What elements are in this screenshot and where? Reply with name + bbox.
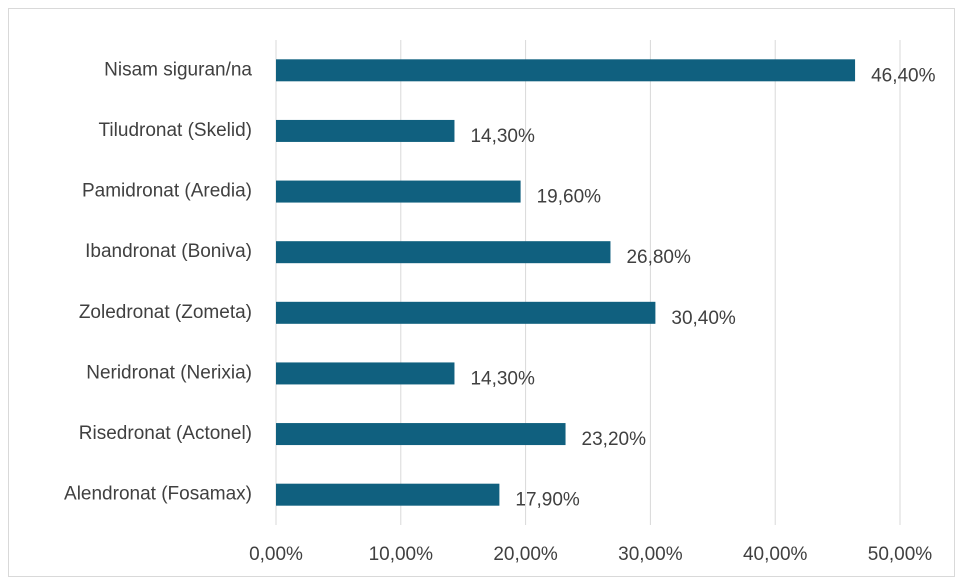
bar xyxy=(276,241,611,264)
value-label: 23,20% xyxy=(582,429,647,450)
x-tick-label: 20,00% xyxy=(493,544,558,565)
bar xyxy=(276,301,656,324)
y-tick-label: Ibandronat (Boniva) xyxy=(85,241,252,262)
chart-frame xyxy=(8,8,955,577)
x-tick-label: 40,00% xyxy=(743,544,808,565)
bar xyxy=(276,59,856,82)
value-label: 26,80% xyxy=(626,247,691,268)
y-tick-label: Neridronat (Nerixia) xyxy=(86,362,252,383)
value-label: 19,60% xyxy=(537,187,602,208)
x-tick-label: 0,00% xyxy=(249,544,303,565)
x-tick-label: 10,00% xyxy=(369,544,434,565)
x-tick-label: 30,00% xyxy=(618,544,683,565)
y-tick-label: Zoledronat (Zometa) xyxy=(79,302,252,323)
bar xyxy=(276,423,566,446)
x-tick-label: 50,00% xyxy=(868,544,933,565)
value-label: 14,30% xyxy=(470,126,535,147)
value-label: 14,30% xyxy=(470,368,535,389)
y-tick-label: Tiludronat (Skelid) xyxy=(99,120,252,141)
y-tick-label: Pamidronat (Aredia) xyxy=(82,181,252,202)
y-tick-label: Nisam siguran/na xyxy=(104,59,252,80)
value-label: 30,40% xyxy=(671,308,736,329)
y-tick-label: Alendronat (Fosamax) xyxy=(64,484,252,505)
bar xyxy=(276,362,455,385)
bar xyxy=(276,119,455,142)
bar xyxy=(276,483,500,506)
value-label: 17,90% xyxy=(515,490,580,511)
bar xyxy=(276,180,521,203)
value-label: 46,40% xyxy=(871,65,936,86)
y-tick-label: Risedronat (Actonel) xyxy=(79,423,252,444)
